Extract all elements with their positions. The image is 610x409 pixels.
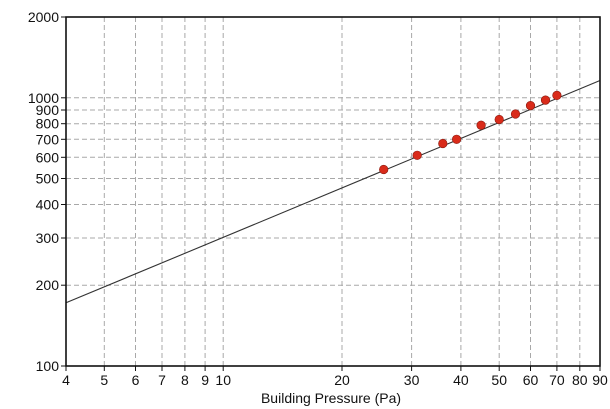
x-tick-label: 6 (132, 372, 140, 388)
x-tick-label: 4 (62, 372, 70, 388)
x-tick-label: 9 (201, 372, 209, 388)
y-tick-label: 400 (36, 197, 60, 213)
data-point (412, 150, 422, 160)
y-tick-label: 300 (36, 230, 60, 246)
data-point (452, 134, 462, 144)
x-axis-label: Building Pressure (Pa) (261, 390, 401, 406)
y-tick-label: 900 (36, 102, 60, 118)
y-tick-label: 200 (36, 277, 60, 293)
plot-frame (65, 16, 601, 367)
data-point (494, 114, 504, 125)
x-tick-label: 7 (158, 372, 166, 388)
x-tick-label: 90 (592, 372, 608, 388)
data-point (379, 164, 389, 175)
x-tick-labels: 4 5 6 7 8 9 10 20 30 40 50 60 70 80 90 (62, 366, 608, 388)
data-point (438, 138, 448, 149)
y-tick-label: 500 (36, 171, 60, 187)
x-tick-label: 70 (549, 372, 565, 388)
x-tick-label: 30 (404, 372, 420, 388)
fit-line-layer (65, 79, 601, 304)
y-tick-label: 600 (36, 149, 60, 165)
y-tick-label: 100 (36, 358, 60, 374)
y-tick-label: 800 (36, 116, 60, 132)
x-tick-label: 80 (572, 372, 588, 388)
data-point (540, 95, 551, 105)
data-point (510, 109, 521, 119)
x-tick-label: 40 (453, 372, 469, 388)
x-tick-label: 8 (181, 372, 189, 388)
data-point (525, 100, 536, 111)
x-tick-label: 50 (491, 372, 507, 388)
data-points (379, 90, 562, 175)
y-tick-label: 700 (36, 131, 60, 147)
y-tick-label: 1000 (28, 90, 59, 106)
data-point (476, 120, 486, 130)
fit-line (65, 79, 601, 304)
x-tick-label: 5 (100, 372, 108, 388)
y-tick-label: 2000 (28, 9, 59, 25)
x-tick-label: 60 (523, 372, 539, 388)
data-point (552, 90, 562, 100)
grid-lines (66, 17, 600, 366)
x-tick-label: 10 (215, 372, 231, 388)
x-tick-label: 20 (334, 372, 350, 388)
